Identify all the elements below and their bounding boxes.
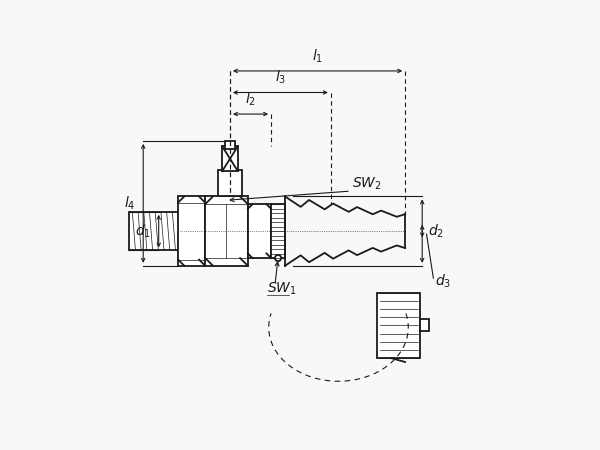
Bar (129, 212, 179, 250)
Text: $l_2$: $l_2$ (245, 90, 256, 108)
Bar (205, 197, 248, 266)
Bar (248, 204, 271, 258)
Text: $l_4$: $l_4$ (124, 195, 136, 212)
Text: $l_1$: $l_1$ (312, 47, 323, 65)
Text: $d_3$: $d_3$ (436, 272, 452, 290)
Bar (218, 170, 242, 197)
Text: $l_3$: $l_3$ (275, 69, 286, 86)
Circle shape (275, 255, 281, 261)
Bar (271, 204, 285, 258)
Bar (224, 141, 235, 148)
Bar (420, 319, 429, 331)
Bar (377, 292, 420, 358)
Text: $d_1$: $d_1$ (135, 222, 151, 240)
Text: $SW_2$: $SW_2$ (352, 175, 382, 192)
Text: $d_2$: $d_2$ (428, 222, 445, 240)
Bar (178, 197, 205, 266)
Bar (222, 146, 238, 171)
Text: $SW_1$: $SW_1$ (267, 281, 297, 297)
